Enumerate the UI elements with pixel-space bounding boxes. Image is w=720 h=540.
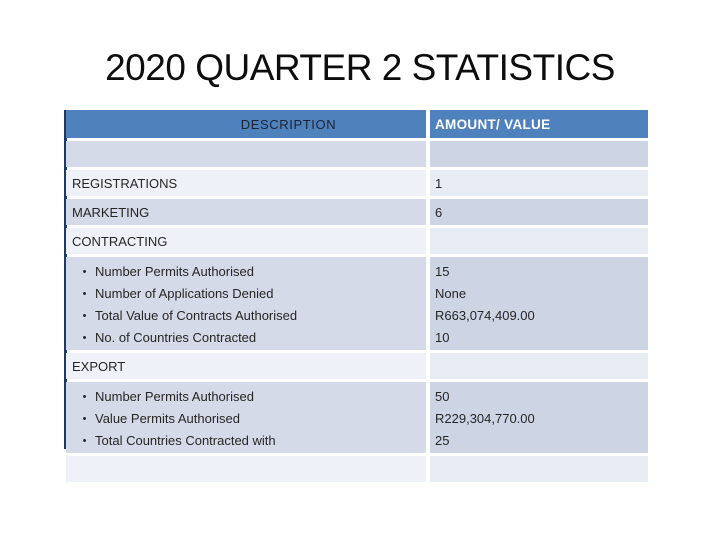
bullet-icon: • — [82, 310, 87, 322]
description-cell: REGISTRATIONS — [66, 170, 426, 196]
amount-cell: 50 R229,304,770.00 25 — [430, 382, 648, 453]
row-label: CONTRACTING — [72, 233, 168, 249]
bullet-label: Total Countries Contracted with — [95, 433, 276, 448]
amount-value: 25 — [435, 433, 450, 448]
bullet-label: Number Permits Authorised — [95, 389, 254, 404]
slide-title: 2020 QUARTER 2 STATISTICS — [105, 47, 615, 88]
table-header-row: DESCRIPTION AMOUNT/ VALUE — [66, 110, 648, 138]
amount-cell — [430, 353, 648, 379]
header-amount-value: AMOUNT/ VALUE — [430, 110, 648, 138]
description-cell: CONTRACTING — [66, 228, 426, 254]
amount-cell: 1 — [430, 170, 648, 196]
bullet-item: • Total Countries Contracted with — [66, 430, 426, 452]
description-cell: MARKETING — [66, 199, 426, 225]
table-row: REGISTRATIONS 1 — [66, 170, 648, 196]
amount-value: None — [435, 286, 467, 301]
description-cell: • Number Permits Authorised • Value Permits… — [66, 382, 426, 453]
row-label: REGISTRATIONS — [72, 175, 178, 191]
table-row: CONTRACTING — [66, 228, 648, 254]
bullet-icon: • — [82, 288, 87, 300]
bullet-icon: • — [82, 435, 87, 447]
amount-value: 15 — [435, 264, 450, 279]
amount-value: 10 — [435, 330, 450, 345]
bullet-item: • Number Permits Authorised — [66, 261, 426, 283]
statistics-table: DESCRIPTION AMOUNT/ VALUE REGISTRATIONS 1… — [66, 110, 648, 482]
table-row — [66, 456, 648, 482]
amount-value: 6 — [435, 204, 443, 220]
header-description: DESCRIPTION — [66, 110, 426, 138]
bullet-item: • No. of Countries Contracted — [66, 327, 426, 349]
amount-cell: 15 None R663,074,409.00 10 — [430, 257, 648, 350]
bullet-label: No. of Countries Contracted — [95, 330, 257, 345]
bullet-icon: • — [82, 413, 87, 425]
bullet-item: • Number Permits Authorised — [66, 386, 426, 408]
bullet-label: Number of Applications Denied — [95, 286, 274, 301]
row-label: MARKETING — [72, 204, 150, 220]
description-cell — [66, 456, 426, 482]
table-left-accent-border — [64, 110, 67, 449]
amount-value: R663,074,409.00 — [435, 308, 535, 323]
bullet-item: • Number of Applications Denied — [66, 283, 426, 305]
description-cell: • Number Permits Authorised • Number of App… — [66, 257, 426, 350]
table-row: • Number Permits Authorised • Value Permits… — [66, 382, 648, 453]
amount-cell: 6 — [430, 199, 648, 225]
table-row — [66, 141, 648, 167]
bullet-item: • Value Permits Authorised — [66, 408, 426, 430]
bullet-icon: • — [82, 391, 87, 403]
bullet-label: Number Permits Authorised — [95, 264, 254, 279]
amount-cell — [430, 228, 648, 254]
description-cell: EXPORT — [66, 353, 426, 379]
table-row: EXPORT — [66, 353, 648, 379]
amount-value: 1 — [435, 175, 443, 191]
table-row: MARKETING 6 — [66, 199, 648, 225]
bullet-icon: • — [82, 332, 87, 344]
bullet-icon: • — [82, 266, 87, 278]
table-row: • Number Permits Authorised • Number of App… — [66, 257, 648, 350]
amount-value: R229,304,770.00 — [435, 411, 535, 426]
description-cell — [66, 141, 426, 167]
bullet-label: Total Value of Contracts Authorised — [95, 308, 298, 323]
bullet-item: • Total Value of Contracts Authorised — [66, 305, 426, 327]
amount-cell — [430, 141, 648, 167]
row-label: EXPORT — [72, 358, 126, 374]
bullet-label: Value Permits Authorised — [95, 411, 240, 426]
amount-cell — [430, 456, 648, 482]
amount-value: 50 — [435, 389, 450, 404]
